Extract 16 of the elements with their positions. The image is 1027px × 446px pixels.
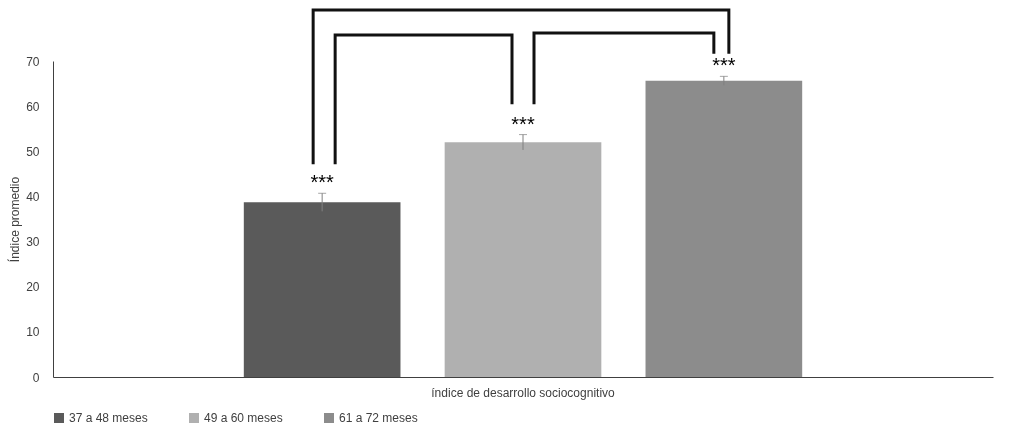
annotation: *** bbox=[310, 171, 335, 194]
legend-label: 49 a 60 meses bbox=[204, 411, 283, 425]
x-tick-label: índice de desarrollo sociocognitivo bbox=[431, 385, 616, 400]
y-axis-title: Índice promedio bbox=[7, 176, 23, 263]
legend-label: 61 a 72 meses bbox=[339, 411, 418, 425]
y-tick-label: 60 bbox=[26, 99, 40, 114]
y-tick-label: 30 bbox=[26, 235, 40, 250]
annotation: *** bbox=[511, 112, 535, 135]
y-tick-label: 10 bbox=[26, 325, 40, 340]
y-tick-label: 20 bbox=[26, 280, 40, 295]
y-tick-label: 50 bbox=[26, 144, 40, 159]
y-tick-label: 40 bbox=[26, 189, 40, 204]
legend-label: 37 a 48 meses bbox=[69, 411, 148, 425]
annotation: *** bbox=[712, 54, 736, 77]
y-tick-label: 0 bbox=[32, 370, 40, 385]
y-tick-label: 70 bbox=[26, 54, 40, 69]
